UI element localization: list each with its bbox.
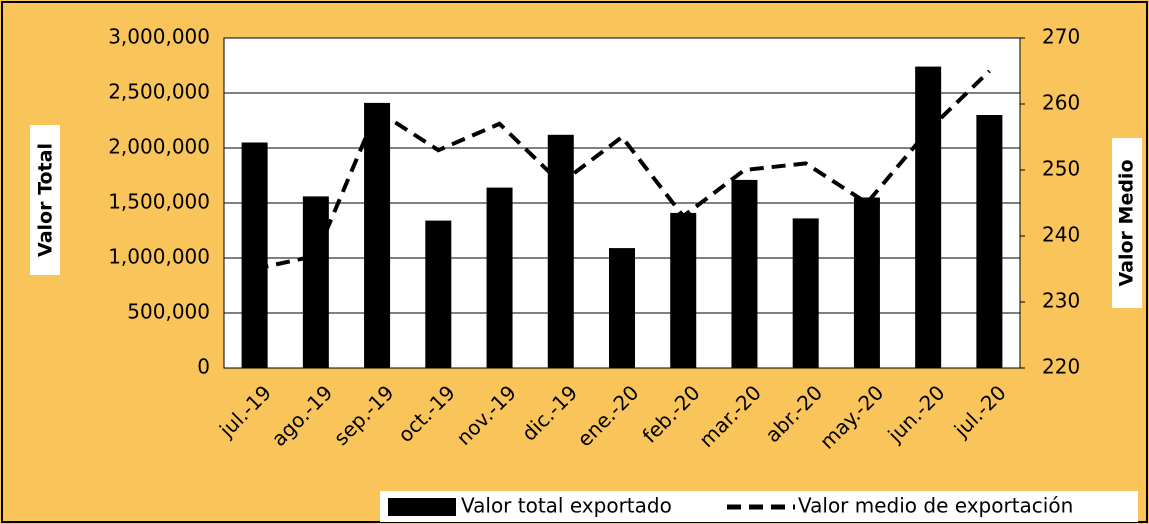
bar [792, 218, 819, 368]
bar [302, 196, 329, 368]
legend-label: Valor total exportado [461, 494, 672, 518]
y-tick-label: 2,000,000 [108, 135, 210, 159]
line [254, 69, 991, 271]
y2-tick-label: 220 [1042, 355, 1080, 379]
bar [670, 212, 697, 368]
y2-tick-label: 240 [1042, 223, 1080, 247]
y2-tick-label: 250 [1042, 157, 1080, 181]
y-tick-label: 3,000,000 [108, 25, 210, 49]
y-tick-label: 2,500,000 [108, 80, 210, 104]
bar [976, 115, 1003, 368]
y2-tick-label: 260 [1042, 91, 1080, 115]
legend-label: Valor medio de exportación [798, 494, 1073, 518]
y-tick-label: 500,000 [127, 300, 210, 324]
bar [486, 187, 513, 368]
bar [547, 134, 574, 368]
y-tick-label: 1,000,000 [108, 245, 210, 269]
y2-tick-label: 270 [1042, 25, 1080, 49]
bar [853, 197, 880, 368]
bar [609, 248, 635, 368]
bar [731, 179, 758, 368]
y-tick-label: 1,500,000 [108, 190, 210, 214]
bar [915, 66, 942, 368]
y2-axis-title: Valor Medio [1116, 160, 1138, 287]
legend-swatch [388, 498, 456, 516]
y-tick-label: 0 [197, 355, 210, 379]
y2-axis-title-box [1112, 138, 1142, 308]
y2-tick-label: 230 [1042, 289, 1080, 313]
bar [241, 142, 268, 368]
y-axis-title: Valor Total [35, 143, 57, 257]
bar [364, 102, 391, 369]
y-axis-title-box [30, 125, 60, 275]
bar [425, 220, 452, 368]
